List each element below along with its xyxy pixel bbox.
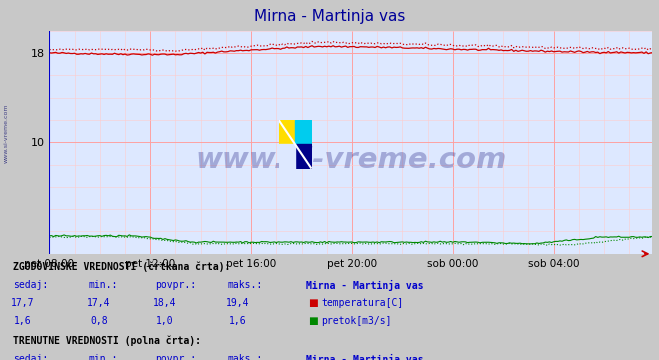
Text: 17,4: 17,4 [87,298,111,309]
Text: temperatura[C]: temperatura[C] [321,298,403,309]
Text: www.si-vreme.com: www.si-vreme.com [195,146,507,174]
Text: ZGODOVINSKE VREDNOSTI (črtkana črta):: ZGODOVINSKE VREDNOSTI (črtkana črta): [13,261,231,271]
Text: Mirna - Martinja vas: Mirna - Martinja vas [306,354,424,360]
Text: ■: ■ [308,316,318,326]
Text: 1,0: 1,0 [156,316,173,326]
Text: 18,4: 18,4 [153,298,177,309]
Text: 19,4: 19,4 [225,298,249,309]
Text: Mirna - Martinja vas: Mirna - Martinja vas [254,9,405,24]
Text: pretok[m3/s]: pretok[m3/s] [321,316,391,326]
Text: 0,8: 0,8 [90,316,107,326]
Text: maks.:: maks.: [227,280,262,290]
Text: TRENUTNE VREDNOSTI (polna črta):: TRENUTNE VREDNOSTI (polna črta): [13,336,201,346]
Text: min.:: min.: [89,280,119,290]
Text: ■: ■ [308,298,318,309]
Text: maks.:: maks.: [227,354,262,360]
Text: 1,6: 1,6 [14,316,32,326]
Text: povpr.:: povpr.: [155,354,196,360]
Text: www.si-vreme.com: www.si-vreme.com [3,103,9,163]
Text: min.:: min.: [89,354,119,360]
Text: sedaj:: sedaj: [13,280,48,290]
Text: povpr.:: povpr.: [155,280,196,290]
Text: 1,6: 1,6 [229,316,246,326]
Text: 17,7: 17,7 [11,298,35,309]
Text: sedaj:: sedaj: [13,354,48,360]
Text: Mirna - Martinja vas: Mirna - Martinja vas [306,280,424,291]
